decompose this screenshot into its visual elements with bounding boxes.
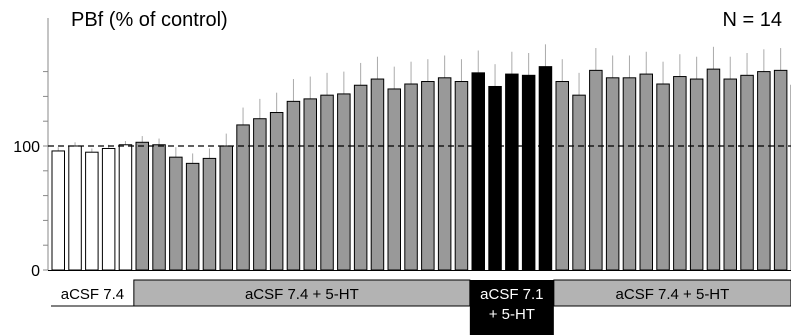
condition-segment: aCSF 7.4 + 5-HT — [553, 279, 791, 307]
condition-segment: aCSF 7.4 — [51, 280, 134, 307]
condition-box — [51, 280, 134, 306]
bar-black — [538, 66, 553, 271]
bar-gray — [555, 81, 569, 271]
bar-white — [101, 147, 116, 271]
bar-gray — [437, 77, 452, 271]
bar-gray — [169, 156, 183, 271]
bar-white — [68, 145, 82, 271]
sample-size-annotation: N = 14 — [723, 9, 782, 31]
bar-gray — [219, 145, 233, 271]
bar-gray — [152, 144, 166, 271]
bar-gray — [706, 68, 721, 271]
bar-gray — [757, 71, 771, 271]
bar-gray — [353, 84, 368, 271]
bar-gray — [656, 83, 670, 271]
bar-black — [471, 72, 485, 271]
bar-gray — [337, 93, 351, 271]
bar-gray — [303, 98, 317, 271]
bar-gray — [773, 69, 788, 271]
bar-gray — [723, 78, 737, 271]
condition-box — [469, 280, 554, 335]
bar-gray — [572, 94, 586, 271]
bar-gray — [236, 124, 250, 271]
condition-label: + 5-HT — [489, 306, 535, 323]
bar-gray — [689, 78, 704, 271]
condition-segment: aCSF 7.4 + 5-HT — [133, 279, 471, 307]
condition-label: aCSF 7.4 — [61, 286, 124, 303]
bar-white — [118, 144, 133, 271]
bar-gray — [185, 162, 200, 271]
condition-label: aCSF 7.4 + 5-HT — [245, 286, 359, 303]
bar-gray — [269, 112, 284, 271]
bar-white — [51, 150, 65, 271]
y-tick-label: 100 — [13, 139, 40, 156]
bar-gray — [404, 83, 418, 271]
bar-gray — [387, 88, 401, 271]
bar-gray — [320, 94, 334, 271]
condition-box — [553, 279, 791, 307]
bar-gray — [639, 73, 653, 271]
bar-gray — [135, 141, 149, 271]
bar-gray — [740, 74, 754, 271]
y-tick-label: 0 — [31, 263, 40, 280]
bar-gray — [286, 100, 301, 271]
condition-label: aCSF 7.4 + 5-HT — [616, 286, 730, 303]
bar-black — [521, 74, 536, 271]
bar-white — [85, 151, 99, 271]
condition-segment: aCSF 7.1 + 5-HT — [469, 280, 554, 335]
bar-gray — [589, 69, 603, 271]
bar-black — [505, 73, 519, 271]
condition-label: aCSF 7.1 — [480, 286, 543, 303]
bar-gray — [202, 157, 217, 271]
chart-title: PBf (% of control) — [71, 9, 228, 31]
bar-gray — [605, 77, 620, 271]
bar-gray — [421, 81, 435, 271]
bar-gray — [370, 78, 385, 271]
bar-gray — [253, 118, 267, 271]
bar-gray — [673, 76, 687, 271]
bar-gray — [622, 77, 637, 271]
bar-gray — [454, 81, 469, 271]
bar-black — [488, 85, 502, 271]
condition-box — [133, 279, 471, 307]
